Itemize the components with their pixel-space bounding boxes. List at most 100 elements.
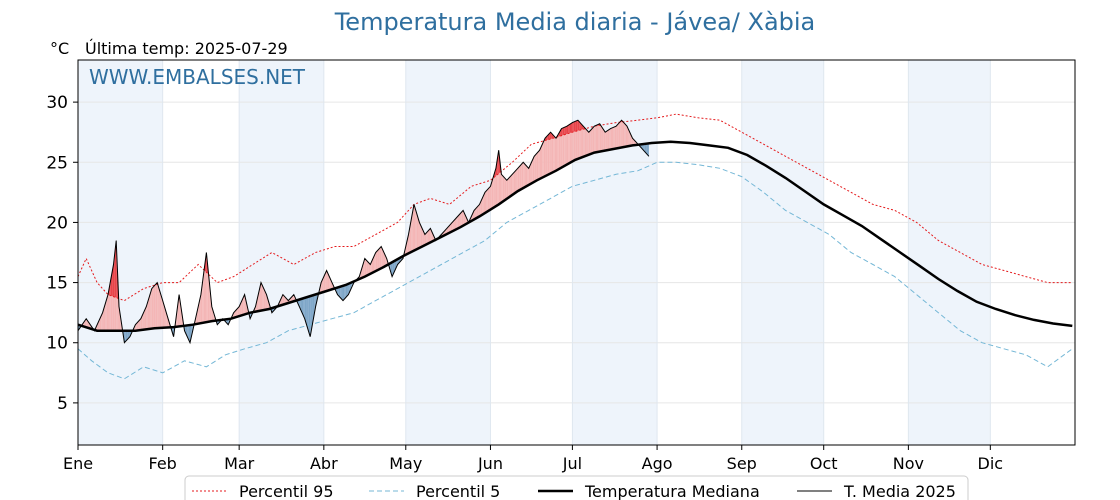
above-median-fill (327, 273, 330, 291)
month-band (239, 60, 324, 445)
above-median-fill (607, 129, 610, 151)
above-median-fill (150, 288, 152, 329)
above-median-fill (457, 214, 460, 229)
above-median-fill (625, 124, 628, 147)
above-median-fill (377, 249, 379, 271)
below-median-fill (303, 297, 305, 319)
series-t-media-2025 (77, 119, 650, 345)
x-tick-label: Nov (893, 454, 924, 473)
above-median-fill (138, 320, 140, 331)
y-tick-label: 15 (46, 274, 68, 294)
above-median-fill (553, 135, 555, 173)
above-median-fill (374, 252, 376, 272)
above-median-fill (430, 228, 432, 243)
above-median-fill (510, 174, 513, 196)
above-median-fill (568, 124, 570, 164)
below-median-fill (304, 297, 307, 324)
above-median-fill (375, 250, 378, 272)
above-median-fill (535, 153, 537, 182)
above-median-fill (614, 126, 617, 149)
above-median-fill (161, 296, 163, 328)
above-median-fill (523, 162, 525, 189)
above-median-fill (322, 276, 324, 293)
legend-box (184, 475, 969, 500)
above-median-fill (101, 312, 103, 331)
above-median-fill (139, 318, 141, 331)
above-median-fill (478, 204, 480, 218)
above-median-fill (560, 128, 562, 169)
above-median-fill (381, 246, 383, 269)
above-p95-fill (497, 150, 499, 175)
above-median-fill (562, 127, 565, 167)
above-median-fill (368, 263, 371, 275)
above-median-fill (262, 285, 264, 311)
above-median-fill (199, 294, 201, 324)
legend-label: T. Media 2025 (843, 482, 956, 500)
above-median-fill (606, 130, 608, 151)
above-median-fill (460, 211, 462, 228)
plot-frame (77, 59, 1076, 446)
above-median-fill (519, 165, 521, 191)
above-median-fill (588, 130, 591, 155)
x-tick-label: Ene (63, 454, 93, 473)
above-median-fill (617, 123, 619, 149)
above-p95-fill (577, 120, 580, 131)
above-median-fill (504, 177, 506, 201)
anomaly-fills (78, 120, 649, 343)
below-median-fill (306, 297, 308, 328)
above-median-fill (371, 258, 374, 274)
above-median-fill (154, 284, 156, 329)
above-median-fill (516, 168, 518, 193)
above-median-fill (599, 123, 602, 152)
above-median-fill (509, 175, 511, 197)
month-band (78, 60, 163, 445)
above-p95-fill (114, 240, 117, 298)
below-median-fill (314, 294, 316, 315)
above-median-fill (118, 306, 121, 331)
x-tick-label: Jul (562, 454, 582, 473)
above-median-fill (584, 127, 587, 157)
above-median-fill (236, 308, 238, 317)
above-median-fill (515, 169, 517, 194)
above-median-fill (450, 222, 453, 233)
above-median-fill (240, 300, 242, 316)
y-tick-label: 20 (46, 213, 68, 233)
legend-label: Temperatura Mediana (584, 482, 760, 500)
above-median-fill (534, 154, 536, 182)
above-median-fill (487, 187, 490, 212)
above-median-fill (136, 321, 139, 331)
above-median-fill (493, 172, 495, 208)
above-median-fill (484, 190, 487, 213)
above-median-fill (263, 288, 266, 311)
below-median-fill (301, 298, 304, 316)
above-median-fill (411, 211, 413, 252)
below-median-fill (347, 283, 349, 297)
below-median-fill (646, 143, 648, 155)
above-median-fill (378, 247, 380, 270)
above-median-fill (566, 125, 569, 165)
above-median-fill (546, 135, 548, 176)
above-median-fill (475, 207, 477, 219)
above-median-fill (490, 181, 492, 210)
above-median-fill (261, 282, 263, 311)
above-median-fill (602, 127, 604, 152)
above-median-fill (448, 225, 450, 234)
above-median-fill (461, 210, 464, 227)
chart-title: Temperatura Media diaria - Jávea/ Xàbia (334, 8, 816, 36)
above-median-fill (453, 219, 455, 231)
above-median-fill (102, 308, 104, 331)
below-median-fill (337, 287, 339, 297)
above-median-fill (449, 223, 451, 233)
above-median-fill (99, 315, 102, 331)
above-median-fill (579, 121, 581, 159)
x-tick-label: Sep (727, 454, 757, 473)
above-median-fill (532, 156, 535, 183)
month-bands (78, 60, 991, 445)
above-median-fill (474, 208, 476, 220)
above-median-fill (366, 260, 368, 276)
y-tick-label: 5 (57, 394, 68, 414)
above-median-fill (483, 192, 485, 214)
below-median-fill (127, 330, 129, 340)
above-median-fill (569, 123, 572, 163)
